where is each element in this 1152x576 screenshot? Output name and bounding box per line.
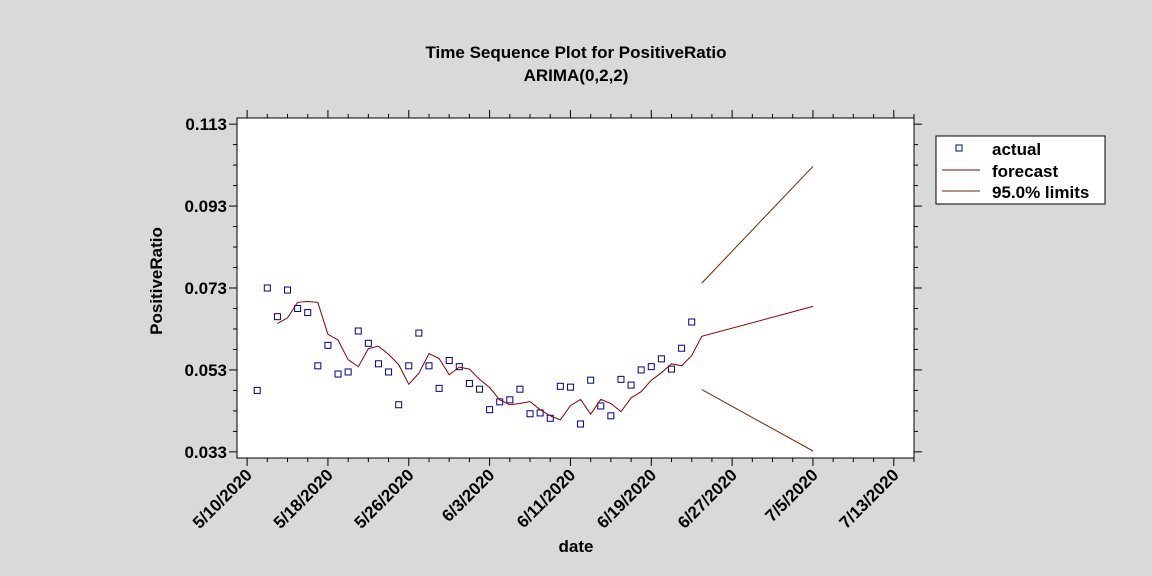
actual-point xyxy=(405,362,413,370)
legend: actual forecast 95.0% limits xyxy=(935,135,1106,205)
x-axis-label: date xyxy=(559,537,594,556)
actual-point xyxy=(294,304,302,312)
actual-point xyxy=(617,375,625,383)
actual-point xyxy=(253,386,261,394)
actual-point xyxy=(455,363,463,371)
legend-forecast-label: forecast xyxy=(992,162,1058,181)
actual-point xyxy=(334,370,342,378)
legend-actual-marker xyxy=(955,144,963,152)
actual-point xyxy=(476,385,484,393)
actual-point xyxy=(657,355,665,363)
actual-point xyxy=(627,381,635,389)
actual-point xyxy=(263,284,271,292)
actual-point xyxy=(465,379,473,387)
actual-point xyxy=(577,420,585,428)
actual-point xyxy=(667,365,675,373)
forecast-line xyxy=(277,300,814,421)
actual-point xyxy=(324,341,332,349)
actual-point xyxy=(647,363,655,371)
actual-point xyxy=(556,382,564,390)
upper-limit-line xyxy=(701,165,814,284)
actual-point xyxy=(354,327,362,335)
actual-point xyxy=(688,318,696,326)
actual-point xyxy=(678,344,686,352)
chart-title: Time Sequence Plot for PositiveRatio xyxy=(425,43,726,62)
actual-point xyxy=(506,396,514,404)
actual-point xyxy=(304,309,312,317)
actual-point xyxy=(445,357,453,365)
actual-point xyxy=(496,398,504,406)
actual-point xyxy=(273,313,281,321)
plot-area xyxy=(236,117,915,459)
actual-point xyxy=(314,362,322,370)
y-tick-label: 0.113 xyxy=(185,115,227,134)
actual-point xyxy=(374,360,382,368)
actual-point xyxy=(516,385,524,393)
lower-limit-line xyxy=(701,389,814,452)
actual-point xyxy=(566,383,574,391)
actual-point xyxy=(526,410,534,418)
actual-point xyxy=(486,406,494,414)
actual-point xyxy=(364,339,372,347)
y-tick-label: 0.053 xyxy=(184,361,227,380)
series-layer xyxy=(253,165,814,452)
actual-point xyxy=(597,402,605,410)
actual-point xyxy=(607,412,615,420)
actual-point xyxy=(395,401,403,409)
actual-point xyxy=(637,366,645,374)
y-axis-label: PositiveRatio xyxy=(147,227,166,335)
actual-point xyxy=(425,362,433,370)
y-tick-label: 0.073 xyxy=(184,279,227,298)
legend-actual-label: actual xyxy=(992,140,1041,159)
chart-subtitle: ARIMA(0,2,2) xyxy=(524,66,629,85)
actual-point xyxy=(284,286,292,294)
actual-point xyxy=(587,376,595,384)
legend-limits-label: 95.0% limits xyxy=(992,183,1089,202)
y-axis: 0.033 0.053 0.073 0.093 0.113 xyxy=(184,115,922,462)
y-tick-label: 0.093 xyxy=(184,197,227,216)
actual-point xyxy=(385,368,393,376)
actual-point xyxy=(344,368,352,376)
y-tick-label: 0.033 xyxy=(184,443,227,462)
actual-point xyxy=(435,384,443,392)
actual-point xyxy=(415,329,423,337)
